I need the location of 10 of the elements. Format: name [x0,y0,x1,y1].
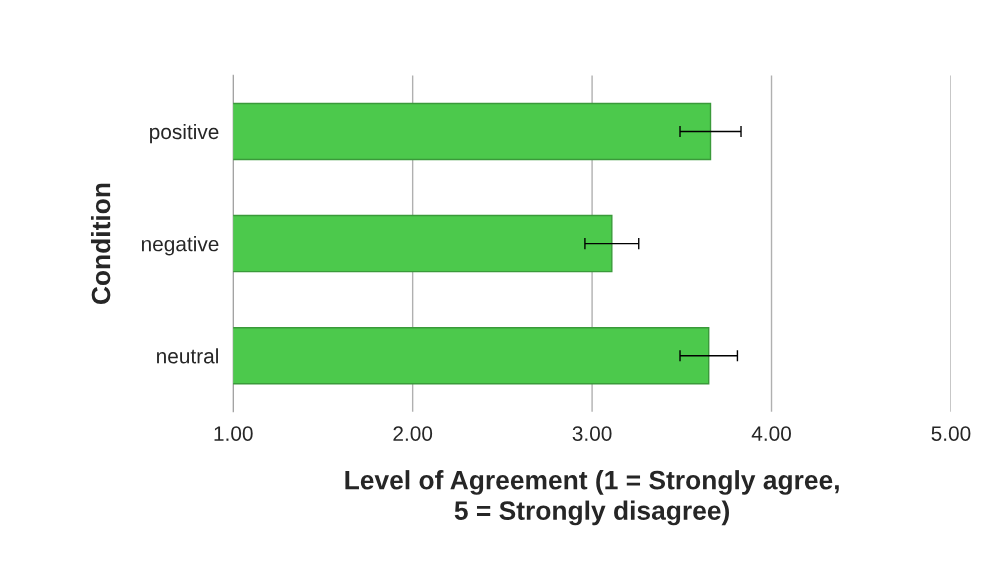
y-axis-title: Condition [90,183,111,305]
x-tick-label: 1.00 [214,426,253,441]
y-tick-label: positive [150,123,219,144]
x-tick-label: 3.00 [572,426,612,441]
x-tick-label: 2.00 [393,426,433,441]
x-axis-title: Level of Agreement (1 = Strongly agree, 5 = Strongly disagree) [345,470,839,526]
x-tick-label: 5.00 [931,426,971,441]
y-tick-label: negative [141,236,219,256]
x-tick-label: 4.00 [751,426,791,441]
y-tick-label: neutral [157,348,218,364]
